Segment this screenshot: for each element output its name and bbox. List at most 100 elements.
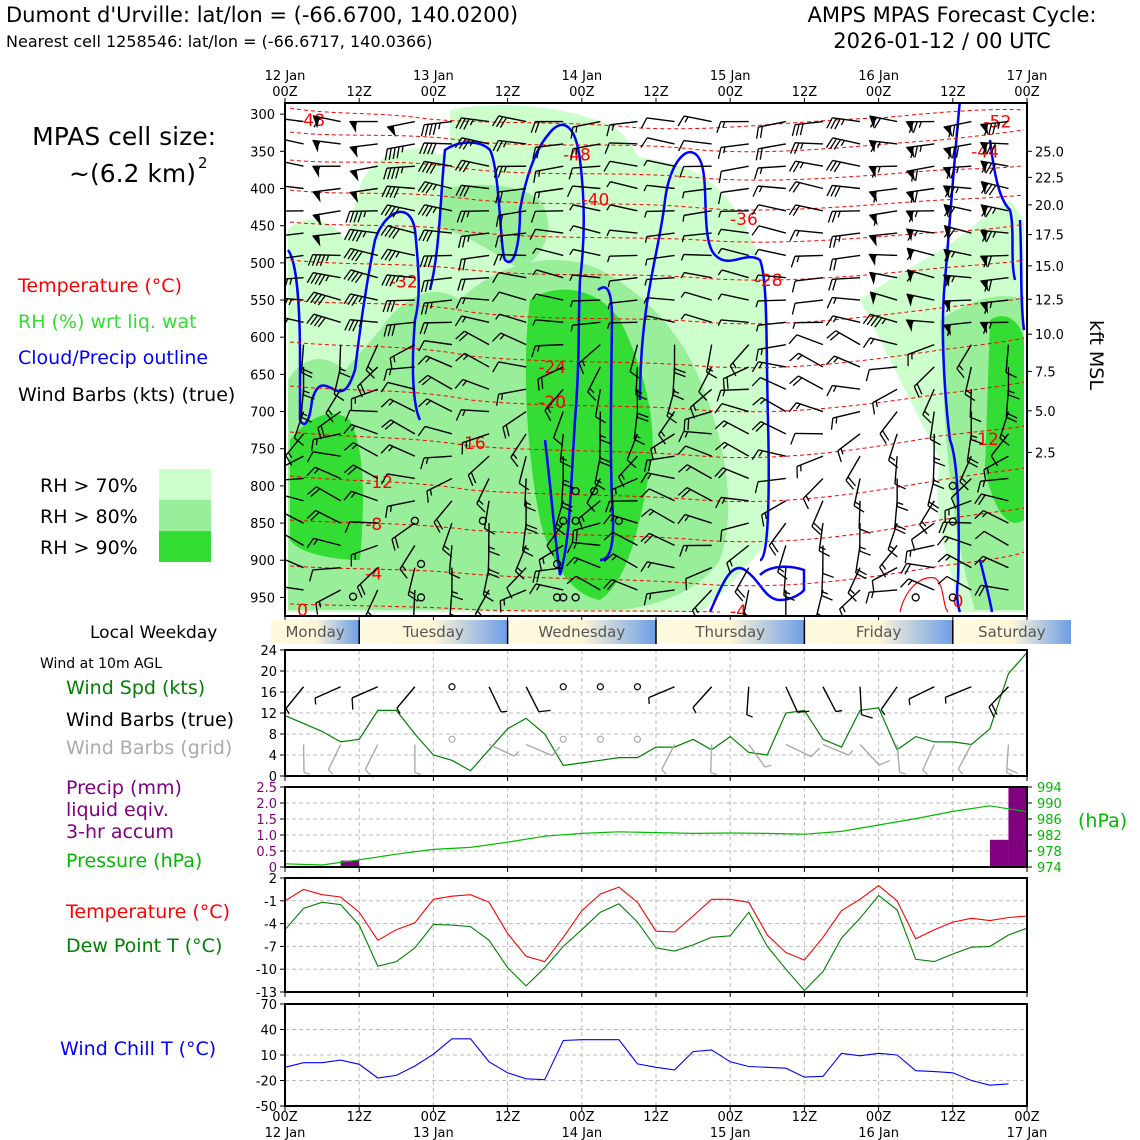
barb-half <box>351 444 358 450</box>
barb-half <box>881 318 887 325</box>
icing-circle <box>559 516 568 525</box>
barb-staff <box>777 545 787 573</box>
upper-wind-barb <box>285 492 304 502</box>
barb-half <box>430 302 433 309</box>
barb-staff <box>906 544 935 552</box>
barb-staff <box>554 500 564 528</box>
barb-staff <box>488 743 515 757</box>
barb-flag <box>907 354 909 367</box>
upper-wind-barb <box>681 232 712 243</box>
barb-flag <box>306 313 315 324</box>
barb-staff <box>748 744 766 768</box>
barb-staff <box>313 537 341 547</box>
upper-wind-barb <box>455 330 490 346</box>
pressure-tick-label: 700 <box>250 406 275 421</box>
barb-flag <box>339 372 351 378</box>
barb-staff <box>285 585 304 591</box>
barb-flag <box>793 142 800 155</box>
barb-half <box>462 409 466 417</box>
barb-flag <box>726 377 729 389</box>
barb-flag <box>603 579 612 589</box>
barb-flag <box>771 541 779 553</box>
y-tick-label: -20 <box>256 1075 277 1090</box>
barb-staff <box>314 466 341 480</box>
barb-staff <box>649 508 675 524</box>
barb-flag <box>943 227 952 238</box>
barb-flag <box>455 409 462 421</box>
barb-staff <box>498 253 527 257</box>
barb-flag <box>387 167 392 180</box>
barb-staff <box>312 253 341 257</box>
barb-half <box>522 546 530 551</box>
upper-wind-barb <box>900 562 935 575</box>
pressure-tick-label: 750 <box>250 443 275 458</box>
upper-wind-barb <box>343 442 379 457</box>
barb-half <box>988 322 993 329</box>
barb-flag <box>454 137 463 149</box>
barb-staff <box>535 319 564 324</box>
barb-half <box>680 313 686 320</box>
barb-staff <box>794 142 823 145</box>
upper-wind-barb <box>418 229 453 242</box>
upper-wind-barb <box>905 143 935 159</box>
barb-staff <box>594 456 602 484</box>
barb-flag <box>407 594 419 602</box>
upper-wind-barb <box>380 398 416 413</box>
barb-flag <box>792 161 800 173</box>
barb-flag <box>380 225 389 236</box>
upper-wind-barb <box>974 584 1009 597</box>
barb-flag <box>933 461 946 467</box>
barb-flag <box>306 272 314 284</box>
barb-flag <box>833 258 837 271</box>
barb-flag <box>818 550 830 557</box>
temperature-contour-label: -12 <box>365 473 393 493</box>
barb-staff <box>721 269 749 279</box>
barb-flag <box>858 528 871 534</box>
barb-flag <box>307 254 314 266</box>
barb-pennant <box>943 225 951 239</box>
barb-flag <box>599 461 611 467</box>
upper-wind-barb <box>887 522 898 558</box>
barb-flag <box>449 613 462 616</box>
barb-flag <box>869 117 878 128</box>
upper-wind-barb <box>433 500 453 533</box>
upper-wind-barb <box>869 291 898 305</box>
barb-half <box>532 319 536 326</box>
y-tick-label: -4 <box>264 918 277 933</box>
upper-wind-barb <box>399 544 416 579</box>
y-tick-label: -1 <box>264 895 277 910</box>
upper-wind-barb <box>943 225 972 239</box>
barb-half <box>648 510 655 516</box>
barb-staff <box>980 584 1009 591</box>
barb-flag <box>873 214 878 226</box>
barb-staff <box>611 477 638 491</box>
cell-size-superscript: 2 <box>198 154 208 172</box>
barb-staff <box>990 433 1010 457</box>
weekday-segment <box>507 620 656 644</box>
upper-wind-barb <box>343 293 378 306</box>
barb-flag <box>274 316 280 328</box>
barb-staff <box>423 142 452 145</box>
upper-wind-barb <box>943 248 972 263</box>
barb-staff <box>357 366 379 387</box>
wind-title: Wind at 10m AGL <box>40 656 162 672</box>
weekday-name: Monday <box>285 623 344 641</box>
barb-half <box>871 591 874 599</box>
barb-flag <box>318 274 326 286</box>
legend-rh90-swatch <box>159 531 211 562</box>
upper-wind-barb <box>829 254 861 271</box>
barb-flag <box>333 393 345 402</box>
upper-wind-barb <box>603 553 638 569</box>
barb-flag <box>343 424 352 435</box>
upper-wind-barb <box>900 578 935 591</box>
barb-half <box>721 497 726 504</box>
barb-flag <box>825 160 834 171</box>
barb-staff <box>488 686 502 713</box>
barb-staff <box>387 473 415 480</box>
barb-half <box>395 275 400 283</box>
barb-flag <box>392 207 400 218</box>
barb-flag <box>566 575 577 585</box>
barb-flag <box>499 191 503 204</box>
barb-flag <box>349 211 355 223</box>
barb-flag <box>754 481 759 494</box>
